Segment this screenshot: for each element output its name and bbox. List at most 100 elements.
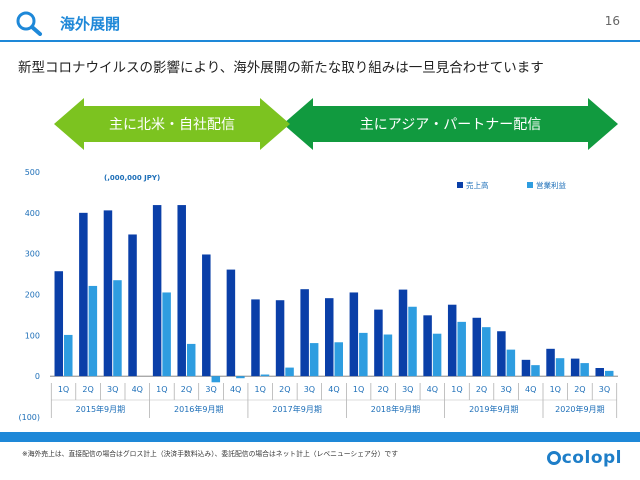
bar-revenue [497, 331, 506, 377]
bar-revenue [472, 317, 482, 377]
y-tick-label: 0 [35, 372, 40, 381]
footnote: ※海外売上は、直接配信の場合はグロス計上（決済手数料込み）、委託配信の場合はネッ… [22, 450, 398, 458]
bar-revenue [349, 292, 359, 377]
bar-operating-profit [482, 327, 491, 377]
y-tick-label: 300 [25, 250, 40, 259]
bar-revenue [275, 300, 285, 377]
bar-operating-profit [580, 363, 589, 377]
x-tick-label: 3Q [107, 385, 118, 394]
bar-revenue [128, 234, 137, 377]
bar-operating-profit [211, 376, 221, 383]
x-tick-label: 4Q [132, 385, 143, 394]
x-tick-label: 3Q [304, 385, 315, 394]
left-arrow-label: 主に北米・自社配信 [109, 117, 235, 133]
x-tick-label: 4Q [230, 385, 241, 394]
bar-operating-profit [359, 332, 368, 377]
bar-revenue [374, 309, 383, 377]
x-tick-label: 1Q [451, 385, 462, 394]
bar-revenue [226, 269, 236, 377]
bar-revenue [79, 212, 88, 377]
logo-mark-icon [546, 451, 561, 465]
bar-revenue [103, 210, 113, 377]
x-tick-label: 2Q [574, 385, 585, 394]
bar-revenue [54, 271, 64, 377]
bar-operating-profit [506, 349, 516, 377]
bar-operating-profit [383, 334, 393, 377]
bar-operating-profit [432, 333, 442, 377]
y-tick-label: 400 [25, 209, 40, 218]
x-tick-label: 1Q [550, 385, 561, 394]
bar-operating-profit [64, 334, 73, 377]
footer-band [0, 432, 640, 442]
page-title: 海外展開 [60, 15, 121, 33]
legend-label: 営業利益 [536, 180, 566, 190]
x-tick-label: 3Q [402, 385, 413, 394]
bar-operating-profit [236, 376, 245, 379]
x-tick-label: 1Q [58, 385, 69, 394]
bar-revenue [546, 348, 555, 377]
y-tick-label: (100) [18, 413, 40, 422]
x-tick-label: 2Q [181, 385, 192, 394]
bar-operating-profit [309, 343, 319, 377]
search-icon [16, 11, 42, 36]
left-arrow-head-right [260, 98, 290, 150]
y-tick-label: 200 [25, 291, 40, 300]
y-tick-label: 500 [25, 168, 40, 177]
x-tick-label: 1Q [255, 385, 266, 394]
bar-revenue [300, 289, 309, 377]
bar-operating-profit [285, 367, 294, 377]
bar-operating-profit [457, 321, 466, 377]
y-tick-label: 100 [25, 331, 40, 340]
x-tick-label: 2Q [279, 385, 290, 394]
bar-operating-profit [555, 358, 565, 377]
bar-operating-profit [531, 365, 540, 377]
bar-operating-profit [88, 285, 98, 377]
bar-operating-profit [113, 280, 122, 377]
legend-swatch [457, 182, 463, 188]
x-tick-label: 1Q [353, 385, 364, 394]
period-label: 2020年9月期 [555, 404, 604, 414]
legend-swatch [527, 182, 533, 188]
bar-operating-profit [186, 343, 196, 377]
x-tick-label: 3Q [205, 385, 216, 394]
page-subtitle: 新型コロナウイルスの影響により、海外展開の新たな取り組みは一旦見合わせています [18, 60, 544, 76]
x-tick-label: 4Q [427, 385, 438, 394]
bar-revenue [152, 205, 162, 377]
x-tick-label: 4Q [328, 385, 339, 394]
revenue-profit-chart: 500 400 300 200 100 0 (100) (,000,000 JPY) 1Q 2Q 3… [18, 168, 618, 422]
legend-label: 売上高 [466, 180, 489, 190]
unit-note: (,000,000 JPY) [104, 174, 160, 182]
bar-revenue [570, 358, 580, 377]
period-label: 2016年9月期 [174, 404, 223, 414]
bar-revenue [202, 254, 211, 377]
bar-revenue [325, 298, 334, 377]
x-tick-label: 2Q [82, 385, 93, 394]
bar-operating-profit [604, 370, 614, 377]
period-label: 2017年9月期 [272, 404, 321, 414]
x-tick-label: 2Q [377, 385, 388, 394]
period-label: 2015年9月期 [76, 404, 125, 414]
period-label: 2018年9月期 [371, 404, 420, 414]
page-number: 16 [604, 14, 620, 28]
x-tick-label: 4Q [525, 385, 536, 394]
logo-text: colopl [561, 448, 622, 468]
x-tick-label: 3Q [500, 385, 511, 394]
bar-revenue [595, 368, 604, 377]
bar-revenue [521, 359, 531, 377]
bar-revenue [447, 304, 457, 377]
bar-operating-profit [334, 342, 343, 377]
bar-revenue [423, 315, 432, 377]
bar-operating-profit [408, 306, 417, 377]
bar-operating-profit [162, 292, 171, 377]
colopl-logo: colopl [546, 448, 622, 468]
bar-operating-profit [260, 374, 270, 377]
x-tick-label: 1Q [156, 385, 167, 394]
right-arrow-label: 主にアジア・パートナー配信 [359, 117, 542, 133]
period-label: 2019年9月期 [469, 404, 518, 414]
bar-revenue [177, 205, 186, 377]
bar-revenue [398, 289, 408, 377]
x-tick-label: 2Q [476, 385, 487, 394]
bar-revenue [251, 299, 260, 377]
header-rule [0, 40, 640, 42]
x-tick-label: 3Q [599, 385, 610, 394]
